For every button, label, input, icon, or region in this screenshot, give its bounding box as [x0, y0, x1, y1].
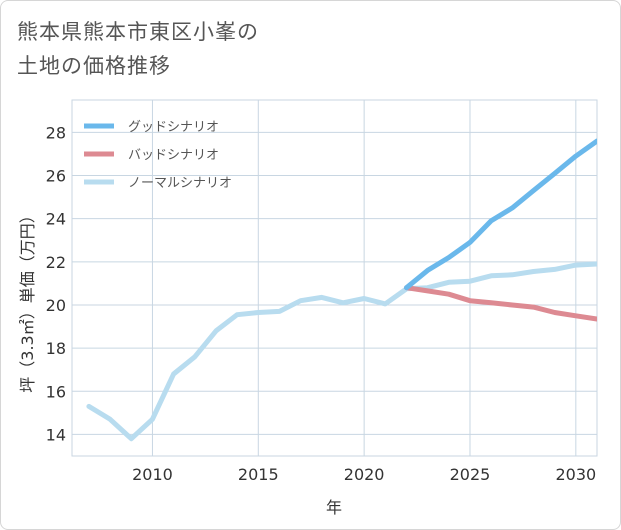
- plot-frame: [71, 99, 598, 457]
- legend-item[interactable]: ノーマルシナリオ: [84, 176, 232, 191]
- y-tick-label: 18: [46, 339, 66, 358]
- chart-title-line2: 土地の価格推移: [17, 54, 171, 78]
- legend-label: グッドシナリオ: [128, 120, 219, 135]
- x-tick-label: 2015: [238, 465, 279, 484]
- x-tick-label: 2020: [344, 465, 385, 484]
- grid: [71, 99, 598, 457]
- chart-title-line1: 熊本県熊本市東区小峯の: [17, 20, 259, 44]
- x-tick-label: 2025: [450, 465, 491, 484]
- x-axis-label: 年: [326, 498, 342, 517]
- series-line-2: [86, 261, 597, 442]
- y-tick-label: 22: [46, 253, 66, 272]
- series-line-0: [404, 138, 597, 291]
- y-tick-label: 20: [46, 296, 66, 315]
- legend-item[interactable]: バッドシナリオ: [84, 148, 219, 163]
- y-tick-label: 26: [46, 167, 66, 186]
- y-tick-label: 28: [46, 123, 66, 142]
- x-tick-label: 2010: [132, 465, 173, 484]
- y-tick-label: 16: [46, 382, 66, 401]
- series-layer: [86, 138, 597, 442]
- legend-label: バッドシナリオ: [128, 148, 219, 163]
- chart-title: 熊本県熊本市東区小峯の 土地の価格推移: [17, 15, 437, 83]
- legend-label: ノーマルシナリオ: [128, 176, 232, 191]
- y-axis-label: 坪（3.3㎡）単価（万円）: [18, 207, 37, 392]
- axes: 2010 2015 2020 2025 2030 14 16 18 20 22 24 26 28: [46, 123, 597, 484]
- y-tick-label: 14: [46, 425, 66, 444]
- series-line-1: [404, 285, 597, 322]
- x-tick-label: 2030: [555, 465, 596, 484]
- legend-item[interactable]: グッドシナリオ: [84, 120, 219, 135]
- y-tick-label: 24: [46, 210, 66, 229]
